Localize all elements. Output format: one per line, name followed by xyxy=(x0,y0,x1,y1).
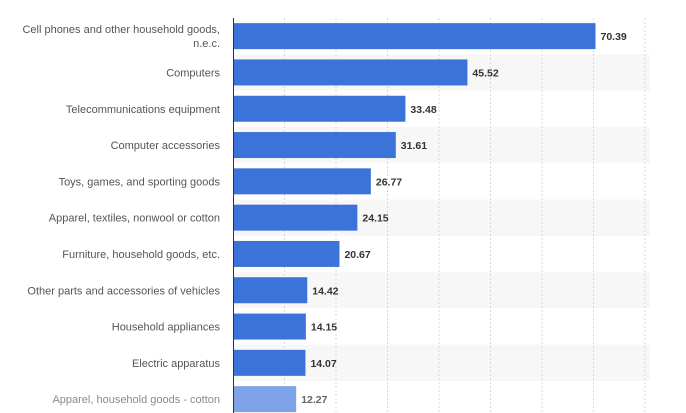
value-label: 12.27 xyxy=(301,394,327,406)
category-label: Apparel, textiles, nonwool or cotton xyxy=(49,213,220,225)
value-label: 14.07 xyxy=(310,358,336,370)
value-label: 33.48 xyxy=(410,104,436,116)
category-label: Telecommunications equipment xyxy=(66,104,220,116)
category-label: Furniture, household goods, etc. xyxy=(62,249,220,261)
category-label: Household appliances xyxy=(112,322,221,334)
value-label: 70.39 xyxy=(601,31,627,43)
value-label: 31.61 xyxy=(401,140,427,152)
category-label: Cell phones and other household goods, xyxy=(22,24,220,36)
bar[interactable] xyxy=(233,204,358,231)
category-label: Toys, games, and sporting goods xyxy=(59,176,221,188)
bar[interactable] xyxy=(233,240,340,267)
value-label: 45.52 xyxy=(472,67,498,79)
bar[interactable] xyxy=(233,313,306,340)
bar[interactable] xyxy=(233,386,297,413)
bar[interactable] xyxy=(233,95,406,122)
value-labels: 70.39 45.52 33.48 31.61 26.77 24.15 20.67 14.42… xyxy=(301,31,627,406)
bar[interactable] xyxy=(233,132,396,159)
value-label: 24.15 xyxy=(362,213,388,225)
category-label: Apparel, household goods - cotton xyxy=(52,394,220,406)
category-labels: Cell phones and other household goods, n.… xyxy=(22,24,220,406)
category-label: Electric apparatus xyxy=(132,358,221,370)
category-label: n.e.c. xyxy=(193,38,220,50)
category-label: Computer accessories xyxy=(111,140,221,152)
category-label: Other parts and accessories of vehicles xyxy=(27,285,220,297)
bar[interactable] xyxy=(233,23,596,50)
bar[interactable] xyxy=(233,349,306,376)
value-label: 14.15 xyxy=(311,322,337,334)
bar[interactable] xyxy=(233,168,371,195)
category-label: Computers xyxy=(166,67,220,79)
value-label: 26.77 xyxy=(376,176,402,188)
bar[interactable] xyxy=(233,59,468,86)
bar[interactable] xyxy=(233,277,308,304)
bars xyxy=(233,23,596,413)
value-label: 20.67 xyxy=(344,249,370,261)
value-label: 14.42 xyxy=(312,285,338,297)
